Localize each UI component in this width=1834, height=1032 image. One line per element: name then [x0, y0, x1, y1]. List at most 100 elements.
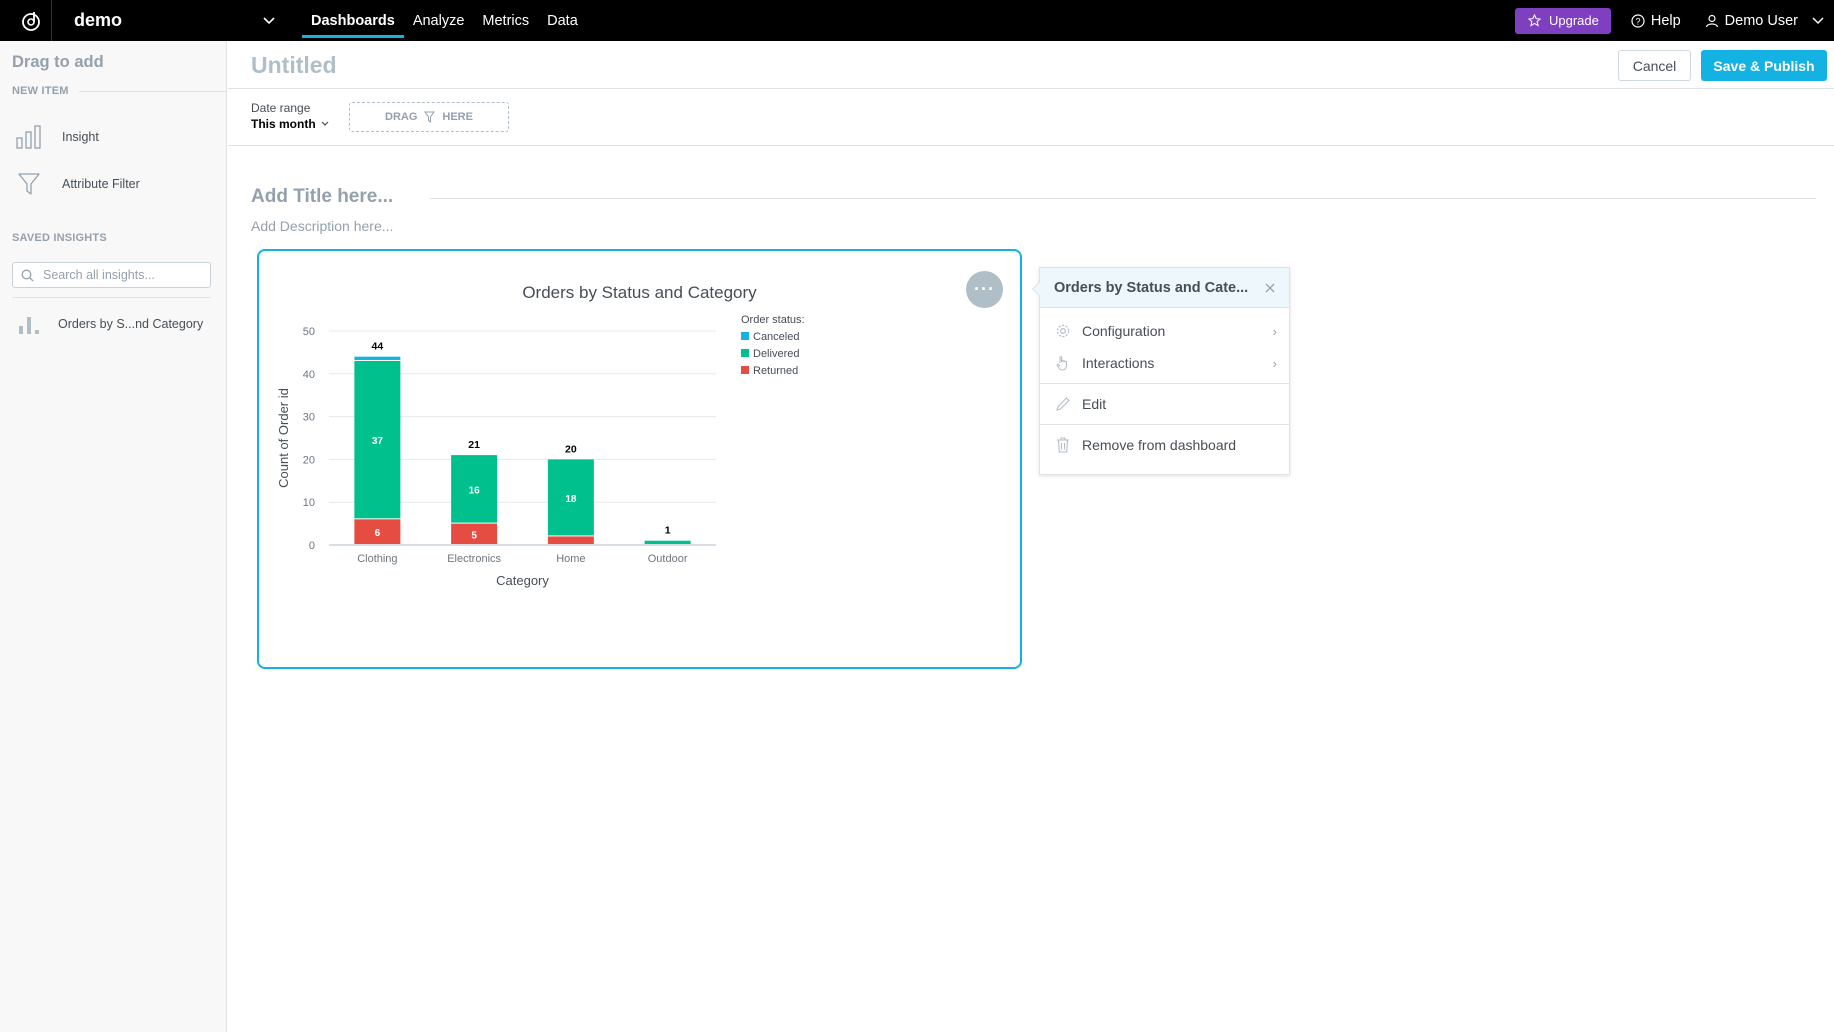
search-icon — [21, 269, 34, 281]
divider — [228, 145, 1834, 146]
bar-segment — [451, 455, 498, 523]
total-label: 1 — [665, 525, 671, 537]
nav-analyze[interactable]: Analyze — [412, 12, 465, 29]
star-icon — [1527, 14, 1541, 27]
menu-item-remove-label: Remove from dashboard — [1082, 437, 1237, 453]
user-icon — [1705, 14, 1718, 27]
total-label: 44 — [372, 341, 384, 353]
sidebar-title: Drag to add — [12, 53, 104, 71]
chevron-right-icon: › — [1272, 323, 1277, 339]
cancel-button[interactable]: Cancel — [1618, 50, 1691, 81]
menu-item-configuration[interactable]: Configuration › — [1040, 315, 1289, 347]
y-tick-label: 10 — [303, 497, 315, 509]
data-label: 18 — [565, 494, 577, 505]
menu-item-remove[interactable]: Remove from dashboard — [1040, 429, 1289, 461]
date-range-value: This month — [251, 117, 316, 131]
data-label: 37 — [372, 436, 384, 447]
user-menu[interactable]: Demo User — [1705, 13, 1824, 29]
sidebar-item-attribute-filter-label: Attribute Filter — [62, 177, 140, 191]
gear-icon — [1056, 324, 1070, 338]
user-name: Demo User — [1724, 12, 1798, 29]
filter-drop-zone[interactable]: DRAG HERE — [349, 102, 509, 132]
total-label: 21 — [468, 439, 480, 451]
chevron-down-icon — [263, 16, 275, 24]
sidebar-item-attribute-filter[interactable]: Attribute Filter — [16, 172, 140, 196]
bar-segment — [644, 540, 691, 544]
divider — [1040, 424, 1289, 425]
help-link[interactable]: ? Help — [1631, 13, 1681, 29]
popup-header: Orders by Status and Cate... — [1040, 268, 1289, 308]
chevron-right-icon: › — [1272, 355, 1277, 371]
total-label: 20 — [565, 443, 577, 455]
legend-label: Delivered — [753, 348, 799, 360]
y-axis-label: Count of Order id — [276, 388, 291, 488]
new-item-header: NEW ITEM — [12, 85, 226, 97]
menu-item-edit[interactable]: Edit — [1040, 388, 1289, 420]
pencil-icon — [1056, 397, 1070, 411]
y-tick-label: 50 — [303, 326, 315, 338]
close-icon[interactable] — [1265, 283, 1275, 293]
data-label: 16 — [469, 485, 481, 496]
widget-options-button[interactable]: ··· — [966, 271, 1003, 308]
y-tick-label: 0 — [309, 540, 315, 552]
menu-item-interactions-label: Interactions — [1082, 355, 1155, 371]
bar-segment — [354, 356, 401, 360]
filter-icon — [18, 173, 40, 195]
divider — [1040, 383, 1289, 384]
divider — [430, 198, 1816, 199]
main-nav: Dashboards Analyze Metrics Data — [302, 0, 587, 41]
drag-label: DRAG — [385, 111, 418, 123]
upgrade-label: Upgrade — [1548, 13, 1599, 28]
date-range-filter[interactable]: Date range This month — [251, 101, 329, 131]
bar-segment — [547, 536, 594, 544]
here-label: HERE — [442, 111, 473, 123]
workspace-name: demo — [74, 10, 123, 30]
save-publish-button[interactable]: Save & Publish — [1701, 50, 1827, 81]
x-tick-label: Clothing — [357, 553, 397, 565]
chevron-down-icon — [321, 121, 329, 126]
nav-metrics[interactable]: Metrics — [482, 12, 530, 29]
bar-segment — [451, 523, 498, 544]
legend-swatch — [741, 332, 749, 340]
help-label: Help — [1650, 12, 1681, 29]
section-description-input[interactable]: Add Description here... — [251, 218, 394, 234]
data-label: 5 — [471, 530, 477, 541]
insight-widget[interactable]: Orders by Status and Category ··· 0 10 20 3… — [257, 249, 1022, 669]
bar-segment — [354, 360, 401, 519]
saved-insight-label: Orders by S...nd Category — [58, 317, 204, 331]
dashboard-title[interactable]: Untitled — [251, 52, 337, 78]
stacked-bar-chart: 0 10 20 30 40 50 Count of Order id 6 37 44 Clothin… — [276, 314, 805, 588]
search-input[interactable] — [43, 268, 203, 282]
date-range-label: Date range — [251, 101, 311, 115]
top-bar: demo Dashboards Analyze Metrics Data Upg… — [0, 0, 1834, 41]
top-right-menu: Upgrade ? Help Demo User — [1514, 0, 1834, 41]
menu-item-interactions[interactable]: Interactions › — [1040, 347, 1289, 379]
saved-insights-header-label: SAVED INSIGHTS — [12, 232, 107, 244]
chevron-down-icon — [1812, 16, 1824, 24]
legend-label: Returned — [753, 365, 798, 377]
logo-icon[interactable] — [11, 0, 52, 41]
nav-data[interactable]: Data — [547, 12, 578, 29]
saved-insight-item[interactable]: Orders by S...nd Category — [18, 314, 203, 334]
y-tick-label: 20 — [303, 454, 315, 466]
x-tick-label: Electronics — [447, 553, 501, 565]
legend-label: Canceled — [753, 331, 799, 343]
y-tick-label: 30 — [303, 412, 315, 424]
popup-title: Orders by Status and Cate... — [1054, 279, 1249, 296]
x-tick-label: Home — [556, 553, 585, 565]
bar-segment — [354, 519, 401, 544]
saved-insights-header: SAVED INSIGHTS — [12, 232, 226, 244]
bar-segment — [547, 459, 594, 536]
sidebar-item-insight[interactable]: Insight — [16, 125, 99, 149]
y-tick-label: 40 — [303, 369, 315, 381]
help-icon: ? — [1631, 13, 1645, 28]
search-insights[interactable] — [12, 262, 211, 288]
section-title-input[interactable]: Add Title here... — [251, 186, 394, 207]
hand-pointer-icon — [1056, 356, 1067, 371]
sidebar: Drag to add NEW ITEM Insight Attribute F… — [0, 41, 227, 1032]
workspace-picker[interactable]: demo — [52, 0, 287, 41]
upgrade-button[interactable]: Upgrade — [1514, 7, 1611, 34]
widget-options-menu: Orders by Status and Cate... Configurati… — [1031, 267, 1290, 475]
nav-dashboards[interactable]: Dashboards — [302, 0, 404, 41]
bar-chart-icon — [16, 125, 41, 149]
